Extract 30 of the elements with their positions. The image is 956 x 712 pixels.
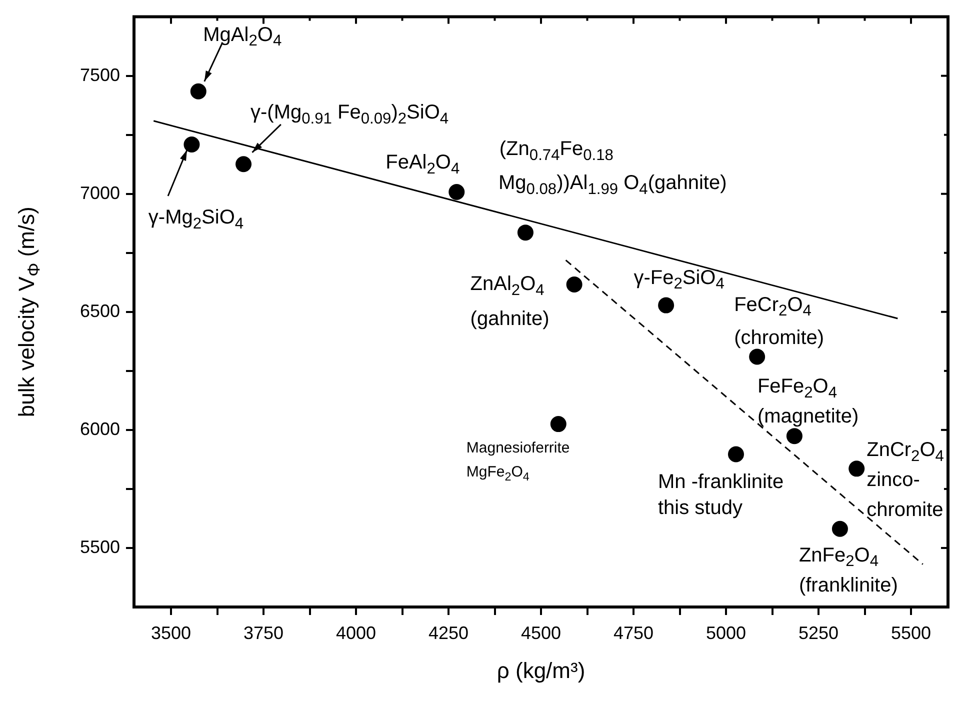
point xyxy=(728,446,744,462)
y-tick-label: 7000 xyxy=(80,182,120,203)
x-tick-label: 5500 xyxy=(890,622,932,643)
y-tick-label: 6500 xyxy=(80,300,120,321)
point xyxy=(848,460,865,477)
annotation: Mn -franklinite this study xyxy=(658,470,784,519)
y-tick-label: 6000 xyxy=(80,418,120,439)
x-axis-title: ρ (kg/m³) xyxy=(496,658,586,684)
point xyxy=(566,276,582,293)
point xyxy=(749,348,766,365)
point xyxy=(236,156,252,172)
y-tick-label: 5500 xyxy=(80,536,120,557)
x-tick-label: 4000 xyxy=(336,622,376,643)
x-tick-label: 5000 xyxy=(706,622,746,643)
x-tick-label: 4250 xyxy=(428,622,469,643)
point xyxy=(786,428,802,444)
y-tick-label: 7500 xyxy=(80,64,120,85)
point xyxy=(448,184,465,200)
x-tick-label: 5250 xyxy=(798,622,839,643)
point xyxy=(832,520,848,537)
x-tick-label: 3750 xyxy=(243,622,284,643)
x-tick-label: 4500 xyxy=(520,622,562,643)
x-tick-label: 3500 xyxy=(150,622,192,643)
point xyxy=(184,136,200,153)
y-axis-title: bulk velocity VΦ (m/s) xyxy=(14,206,44,418)
point xyxy=(517,224,534,241)
point xyxy=(550,416,566,432)
x-tick-label: 4750 xyxy=(613,622,654,643)
point xyxy=(658,297,674,314)
point xyxy=(190,83,206,100)
